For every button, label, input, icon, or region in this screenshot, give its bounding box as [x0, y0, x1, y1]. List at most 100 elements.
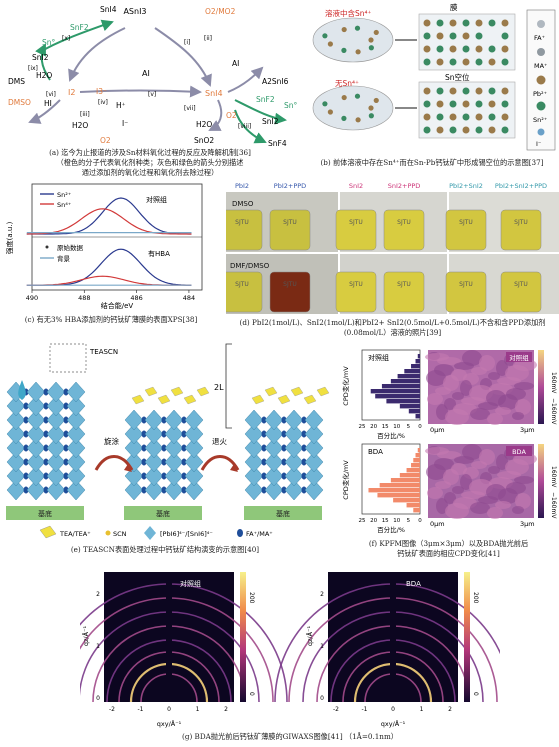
octahedron — [6, 465, 26, 487]
octahedron — [244, 437, 264, 459]
legend-fa: FA⁺ — [534, 34, 545, 42]
legend-tea: TEA/TEA⁺ — [59, 530, 91, 538]
octahedron — [304, 437, 324, 459]
octahedron — [244, 479, 264, 501]
octahedron — [66, 395, 86, 417]
droplet-icon — [18, 380, 26, 400]
film-ion — [501, 113, 509, 121]
hist-tick-label: 10 — [393, 518, 400, 524]
kpfm-grain — [479, 449, 495, 465]
x-axis-label-top: 百分比/% — [377, 431, 405, 440]
vial-label: SJTU — [349, 281, 363, 288]
solution-ion — [327, 109, 333, 115]
octahedron — [244, 423, 264, 445]
reaction-scheme: ASnI3 SnI4 SnF2 Sn° SnI2 DMS H2O DMSO HI… — [8, 5, 298, 148]
cation — [181, 458, 187, 466]
octahedron — [144, 465, 164, 487]
node-dmso: DMSO — [8, 98, 31, 107]
kpfm-grain — [512, 412, 524, 420]
film-ion — [462, 113, 470, 121]
cation — [301, 430, 307, 438]
octahedron — [164, 409, 184, 431]
cation — [23, 430, 29, 438]
scale-bottom: −160mV — [550, 398, 557, 425]
node-i3: I3⁻ — [96, 87, 107, 96]
kpfm-grain — [425, 353, 449, 361]
kpfm-grain — [462, 444, 482, 460]
node-snf2-top: SnF2 — [70, 23, 89, 32]
row-label-dmfdmso: DMF/DMSO — [230, 262, 270, 270]
octahedron — [264, 437, 284, 459]
hist-bar-control — [404, 369, 420, 374]
tea-molecule — [144, 386, 158, 397]
film-ion — [501, 87, 509, 95]
column-header: PbI2+SnI2 — [449, 182, 483, 190]
film-ion — [449, 19, 457, 27]
octahedron — [144, 423, 164, 445]
film-ion — [462, 19, 470, 27]
octahedron — [244, 409, 264, 431]
film-ion — [436, 87, 444, 95]
step-label: [i] — [184, 39, 190, 46]
solution-ion — [368, 37, 374, 43]
cation — [43, 444, 49, 452]
x-tick-label: 486 — [130, 294, 142, 302]
cation — [181, 472, 187, 480]
hist-bar-control — [408, 409, 420, 414]
label-control: 对照组 — [146, 195, 167, 204]
film-ion — [423, 45, 431, 53]
film-ion — [475, 100, 483, 108]
film-ion — [488, 87, 496, 95]
panel-f: 对照组 BDA CPD变化/mV CPD变化/mV 25 20 15 10 5 0 25 20… — [338, 346, 559, 561]
octahedron — [26, 437, 46, 459]
y-tick-label: 1 — [320, 643, 324, 650]
vacancy-schematic: 溶液中含Sn⁴⁺ 无Sn⁴⁺ 膜 Sn空位 FA⁺ MA⁺ Pb²⁺ Sn²⁺ … — [312, 2, 556, 151]
octahedron — [66, 423, 86, 445]
octahedron — [304, 451, 324, 473]
cation — [43, 472, 49, 480]
x-axis-label-bottom: 百分比/% — [377, 525, 405, 534]
cation — [43, 416, 49, 424]
octahedron — [264, 451, 284, 473]
film-ion — [423, 87, 431, 95]
cation — [23, 458, 29, 466]
caption-a-3: 通过添加剂的氧化过程和氧化剂去除过程） — [81, 168, 219, 177]
cbar-bottom-1: 0 — [248, 692, 255, 696]
cation — [281, 486, 287, 494]
solution-ion — [368, 105, 374, 111]
node-o2-right: O2 — [226, 111, 237, 120]
hist-bar-bda — [413, 458, 420, 463]
solution-ion — [373, 97, 379, 104]
octahedron — [264, 423, 284, 445]
solution-ion — [368, 113, 374, 119]
octahedron — [184, 423, 204, 445]
octahedron — [6, 423, 26, 445]
node-sni4-top: SnI4 — [100, 5, 117, 14]
octahedron — [164, 423, 184, 445]
node-sno2: SnO2 — [194, 136, 214, 145]
octahedron — [284, 423, 304, 445]
substrate-3: 基底 — [276, 509, 290, 518]
octahedron — [144, 437, 164, 459]
solution-ion — [355, 49, 361, 55]
hist-bar-control — [417, 354, 420, 359]
column-header: PbI2 — [235, 182, 249, 190]
octahedron — [184, 479, 204, 501]
octahedron — [6, 451, 26, 473]
cation — [63, 458, 69, 466]
tea-molecule — [131, 394, 145, 405]
cation — [301, 416, 307, 424]
octahedron — [124, 479, 144, 501]
cbar-bottom-2: 0 — [472, 692, 479, 696]
step-label: [ii] — [204, 35, 212, 42]
solution-ion — [341, 94, 347, 101]
legend-i-icon — [537, 128, 545, 136]
hist-bar-bda — [390, 478, 420, 483]
hist-bar-bda — [379, 483, 420, 488]
vial — [500, 209, 542, 251]
node-sn0-right: Sn° — [284, 101, 298, 110]
octahedron — [6, 409, 26, 431]
y-axis-label-top: CPD变化/mV — [341, 366, 350, 406]
cation — [63, 472, 69, 480]
beamstop — [390, 572, 396, 702]
